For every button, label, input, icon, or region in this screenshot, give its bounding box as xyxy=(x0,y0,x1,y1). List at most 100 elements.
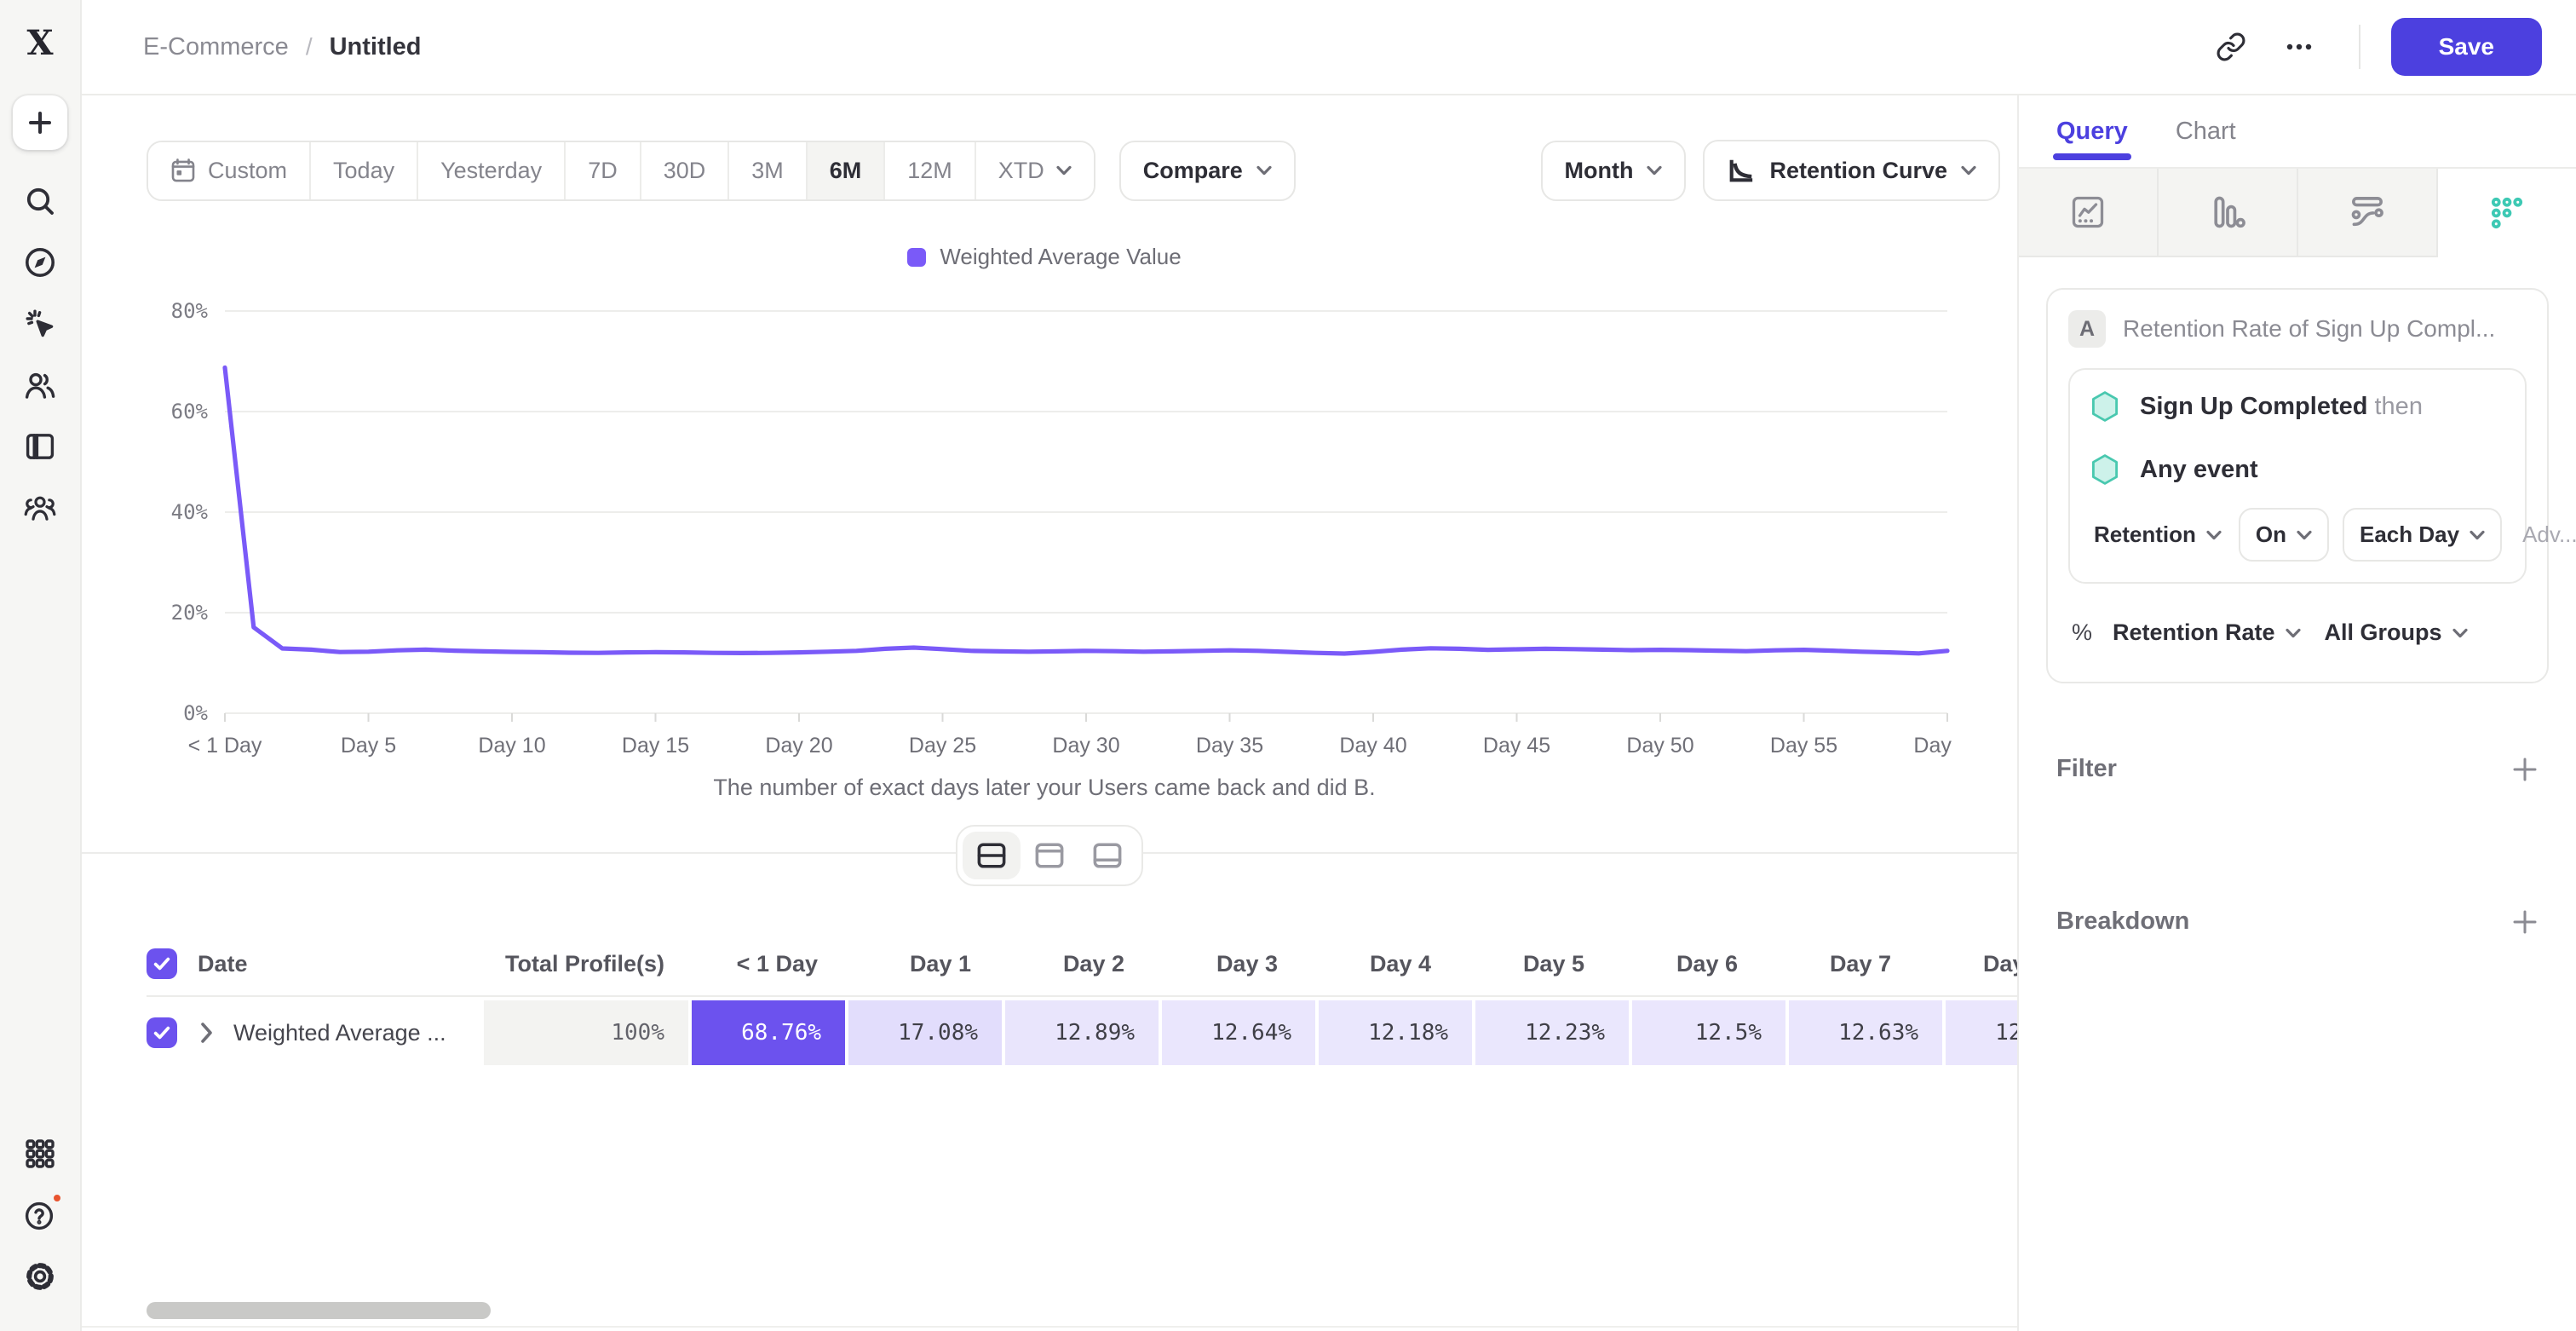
topbar-divider xyxy=(2358,25,2360,69)
report-type-flows-icon[interactable] xyxy=(2298,169,2438,257)
retention-cell: 12.23% xyxy=(1475,1000,1629,1065)
retention-cell: 68.76% xyxy=(692,1000,845,1065)
report-type-retention-icon[interactable] xyxy=(2438,169,2576,257)
help-icon[interactable] xyxy=(13,1188,67,1242)
range-30d[interactable]: 30D xyxy=(641,141,730,199)
column-header-day-1[interactable]: Day 1 xyxy=(909,950,971,977)
column-header--1-day[interactable]: < 1 Day xyxy=(736,950,818,977)
chart-caption: The number of exact days later your User… xyxy=(713,775,1376,800)
range-7d[interactable]: 7D xyxy=(566,141,641,199)
table-only-toggle[interactable] xyxy=(1078,832,1136,879)
main-content: Custom Today Yesterday 7D 30D 3M 6M 12M XTD Comp… xyxy=(82,95,2017,1331)
apps-grid-icon[interactable] xyxy=(13,1126,67,1181)
horizontal-scrollbar[interactable] xyxy=(147,1302,491,1319)
chevron-right-icon[interactable] xyxy=(201,1023,213,1043)
column-header-day-2[interactable]: Day 2 xyxy=(1062,950,1124,977)
adv--dropdown[interactable]: Adv... xyxy=(2522,521,2576,547)
svg-text:< 1 Day: < 1 Day xyxy=(188,734,262,758)
column-header-day-8[interactable]: Day 8 xyxy=(1982,950,2017,977)
retention-cell: 12.64% xyxy=(1946,1000,2017,1065)
users-icon[interactable] xyxy=(13,358,67,412)
svg-text:Day 35: Day 35 xyxy=(1196,734,1263,758)
create-new-button[interactable] xyxy=(13,95,67,150)
compass-icon[interactable] xyxy=(13,235,67,290)
svg-text:Day 45: Day 45 xyxy=(1483,734,1550,758)
report-type-funnels-icon[interactable] xyxy=(2159,169,2298,257)
select-all-checkbox[interactable] xyxy=(147,948,177,979)
range-xtd[interactable]: XTD xyxy=(975,141,1094,199)
cursor-click-icon[interactable] xyxy=(13,297,67,351)
save-button[interactable]: Save xyxy=(2390,18,2542,76)
report-type-strip xyxy=(2019,169,2576,257)
range-yesterday[interactable]: Yesterday xyxy=(418,141,566,199)
retention-line-chart[interactable]: 80% 60% 40% 20% 0% < 1 Day Day 5 Day 10 Day 15 Da… xyxy=(147,277,2017,775)
chevron-down-icon xyxy=(2206,530,2222,540)
range-12m[interactable]: 12M xyxy=(885,141,976,199)
chart-only-toggle[interactable] xyxy=(1021,832,1078,879)
tab-query[interactable]: Query xyxy=(2053,95,2131,167)
cell-total-profiles: 100% xyxy=(484,1000,688,1065)
column-header-day-4[interactable]: Day 4 xyxy=(1369,950,1431,977)
column-header-day-6[interactable]: Day 6 xyxy=(1676,950,1738,977)
svg-text:Day 50: Day 50 xyxy=(1626,734,1693,758)
settings-icon[interactable] xyxy=(13,1249,67,1304)
more-options-button[interactable] xyxy=(2270,18,2328,76)
top-bar: E-Commerce / Untitled Save xyxy=(82,0,2576,95)
range-today[interactable]: Today xyxy=(311,141,419,199)
view-toggle-control xyxy=(956,825,1143,886)
granularity-button[interactable]: Month xyxy=(1540,140,1687,201)
cohorts-icon[interactable] xyxy=(13,481,67,535)
chart-table-divider xyxy=(82,825,2017,886)
groups-dropdown[interactable]: All Groups xyxy=(2321,608,2471,658)
legend-label: Weighted Average Value xyxy=(940,244,1182,269)
range-3m[interactable]: 3M xyxy=(729,141,808,199)
svg-text:Day 5: Day 5 xyxy=(341,734,396,758)
retention-curve-icon xyxy=(1727,157,1756,184)
compare-button[interactable]: Compare xyxy=(1118,140,1296,201)
svg-text:Day 20: Day 20 xyxy=(765,734,832,758)
search-icon[interactable] xyxy=(13,174,67,228)
event-row[interactable]: Sign Up Completed then xyxy=(2090,375,2504,438)
board-icon[interactable] xyxy=(13,419,67,474)
retention-dropdown[interactable]: Retention xyxy=(2090,510,2225,560)
filter-section: Filter xyxy=(2046,731,2549,807)
add-breakdown-button[interactable] xyxy=(2511,908,2539,936)
svg-text:Day 30: Day 30 xyxy=(1052,734,1119,758)
column-header-date[interactable]: Date xyxy=(198,950,248,977)
event-name: Sign Up Completed then xyxy=(2140,392,2423,420)
add-filter-button[interactable] xyxy=(2511,756,2539,783)
column-header-day-7[interactable]: Day 7 xyxy=(1829,950,1891,977)
metric-dropdown[interactable]: Retention Rate xyxy=(2109,608,2304,658)
mixpanel-logo-icon[interactable]: X xyxy=(26,22,54,63)
share-link-button[interactable] xyxy=(2202,18,2260,76)
chevron-down-icon xyxy=(1647,165,1663,176)
row-checkbox[interactable] xyxy=(147,1017,177,1048)
retention-controls: Retention On Each Day Adv... xyxy=(2090,501,2576,568)
breadcrumb-parent[interactable]: E-Commerce xyxy=(143,32,289,60)
chart-type-button[interactable]: Retention Curve xyxy=(1703,140,2000,201)
percent-prefix: % xyxy=(2072,619,2093,645)
chevron-down-icon xyxy=(1056,165,1072,176)
retention-cell: 12.64% xyxy=(1162,1000,1315,1065)
each-day-dropdown[interactable]: Each Day xyxy=(2343,508,2503,562)
column-header-day-3[interactable]: Day 3 xyxy=(1216,950,1278,977)
tab-chart[interactable]: Chart xyxy=(2175,117,2236,145)
date-range-control: Custom Today Yesterday 7D 30D 3M 6M 12M XTD xyxy=(147,140,1095,201)
event-row[interactable]: Any event xyxy=(2090,438,2504,501)
range-6m[interactable]: 6M xyxy=(807,141,886,199)
query-panel: Query Chart A Retention Rate of Sign Up … xyxy=(2017,95,2576,1331)
chart-legend: Weighted Average Value xyxy=(147,244,2017,270)
column-header-day-5[interactable]: Day 5 xyxy=(1522,950,1584,977)
on-dropdown[interactable]: On xyxy=(2238,508,2329,562)
split-view-toggle[interactable] xyxy=(963,832,1021,879)
report-type-insights-icon[interactable] xyxy=(2019,169,2159,257)
column-header-total[interactable]: Total Profile(s) xyxy=(504,950,664,977)
table-row[interactable]: Weighted Average ... 100% 68.76% 17.08% 12… xyxy=(147,1000,2017,1065)
notification-badge xyxy=(50,1191,64,1205)
step-title[interactable]: Retention Rate of Sign Up Compl... xyxy=(2123,315,2496,342)
chevron-down-icon xyxy=(2285,628,2301,638)
breadcrumb-current[interactable]: Untitled xyxy=(329,32,422,60)
svg-text:Day 55: Day 55 xyxy=(1770,734,1837,758)
measure-row: % Retention Rate All Groups xyxy=(2068,608,2527,658)
range-custom[interactable]: Custom xyxy=(148,141,312,199)
